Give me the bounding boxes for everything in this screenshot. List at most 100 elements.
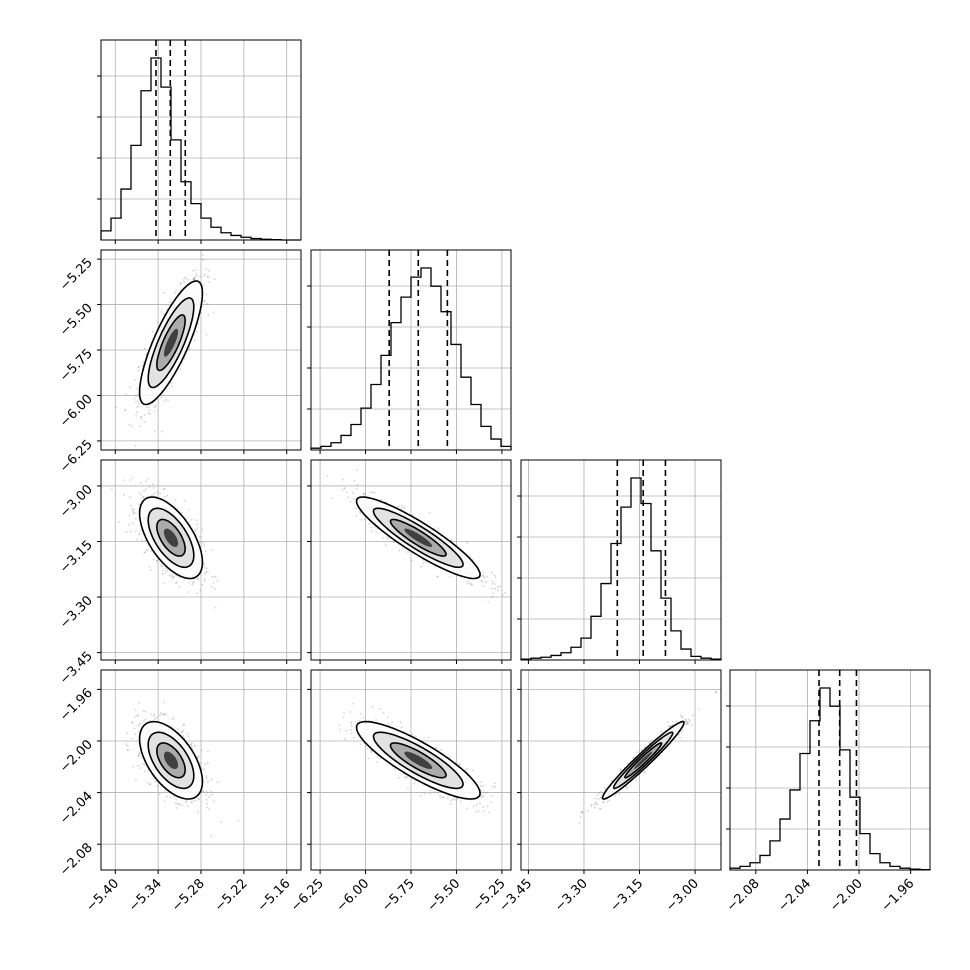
scatter-point (407, 787, 409, 790)
scatter-point (352, 491, 355, 494)
scatter-point (148, 409, 151, 412)
scatter-point (466, 580, 468, 583)
scatter-point (419, 795, 422, 797)
scatter-point (129, 479, 132, 481)
scatter-point (136, 387, 138, 390)
scatter-point (362, 492, 365, 495)
scatter-point (174, 802, 177, 805)
scatter-point (160, 396, 163, 399)
scatter-point (191, 582, 194, 584)
scatter-point (126, 732, 128, 735)
scatter-point (162, 488, 165, 491)
scatter-point (185, 799, 188, 802)
scatter-point (478, 802, 481, 805)
scatter-point (188, 581, 190, 584)
scatter-point (400, 507, 403, 510)
scatter-point (213, 575, 216, 578)
scatter-point (153, 713, 156, 716)
scatter-point (491, 582, 494, 585)
scatter-point (407, 551, 409, 553)
scatter-point (179, 804, 181, 807)
scatter-point (343, 738, 346, 741)
scatter-point (343, 712, 345, 714)
scatter-point (367, 757, 370, 760)
scatter-point (163, 487, 166, 490)
scatter-point (450, 539, 453, 541)
scatter-point (355, 507, 358, 510)
scatter-point (454, 798, 457, 801)
scatter-point (482, 810, 485, 813)
scatter-point (138, 752, 140, 755)
scatter-point (215, 576, 217, 579)
scatter-point (185, 277, 187, 280)
scatter-point (182, 279, 185, 281)
scatter-point (147, 549, 149, 551)
panel-background (521, 460, 721, 660)
scatter-point (146, 781, 149, 784)
scatter-point (597, 798, 599, 800)
scatter-point (207, 571, 209, 573)
scatter-point (482, 585, 485, 587)
scatter-point (142, 495, 145, 498)
scatter-point (491, 580, 494, 582)
density-contour (163, 328, 179, 357)
scatter-point (202, 259, 205, 261)
scatter-point (150, 550, 153, 552)
scatter-point (441, 796, 444, 799)
scatter-point (675, 720, 678, 723)
scatter-point (205, 799, 208, 801)
scatter-point (449, 756, 451, 759)
scatter-point (382, 537, 385, 539)
scatter-point (196, 523, 199, 526)
scatter-point (136, 406, 139, 409)
scatter-point (138, 405, 140, 408)
scatter-point (205, 790, 208, 793)
scatter-point (434, 565, 437, 568)
scatter-point (203, 580, 206, 582)
scatter-point (158, 793, 161, 795)
scatter-point (212, 800, 215, 803)
scatter-point (131, 721, 134, 723)
scatter-point (386, 716, 389, 719)
scatter-point (338, 724, 341, 726)
scatter-point (191, 518, 193, 521)
scatter-point (186, 732, 189, 735)
scatter-point (128, 514, 131, 517)
scatter-point (475, 804, 478, 806)
scatter-point (359, 512, 361, 514)
histogram-step (310, 267, 512, 450)
scatter-point (371, 705, 374, 708)
scatter-point (439, 794, 441, 797)
histogram-step (100, 57, 301, 241)
scatter-point (378, 708, 381, 710)
scatter-point (163, 701, 166, 704)
scatter-point (138, 366, 141, 368)
scatter-point (166, 494, 169, 497)
scatter-point (364, 493, 366, 495)
scatter-point (152, 487, 155, 489)
scatter-point (342, 478, 345, 481)
scatter-point (139, 529, 142, 532)
scatter-point (420, 565, 423, 568)
scatter-point (201, 528, 204, 531)
scatter-point (125, 393, 128, 396)
scatter-point (494, 786, 496, 788)
scatter-point (131, 425, 133, 427)
scatter-point (216, 781, 219, 784)
scatter-point (237, 819, 240, 822)
scatter-point (173, 575, 176, 578)
scatter-point (145, 480, 147, 483)
scatter-point (138, 702, 141, 705)
scatter-point (193, 278, 195, 280)
scatter-point (679, 736, 682, 739)
scatter-point (466, 768, 469, 770)
scatter-point (193, 276, 196, 279)
scatter-point (190, 801, 193, 804)
scatter-point (147, 412, 150, 415)
scatter-point (391, 721, 394, 724)
scatter-point (137, 369, 140, 372)
scatter-point (164, 571, 167, 574)
scatter-point (137, 731, 140, 733)
scatter-point (143, 720, 145, 722)
scatter-point (156, 491, 158, 494)
